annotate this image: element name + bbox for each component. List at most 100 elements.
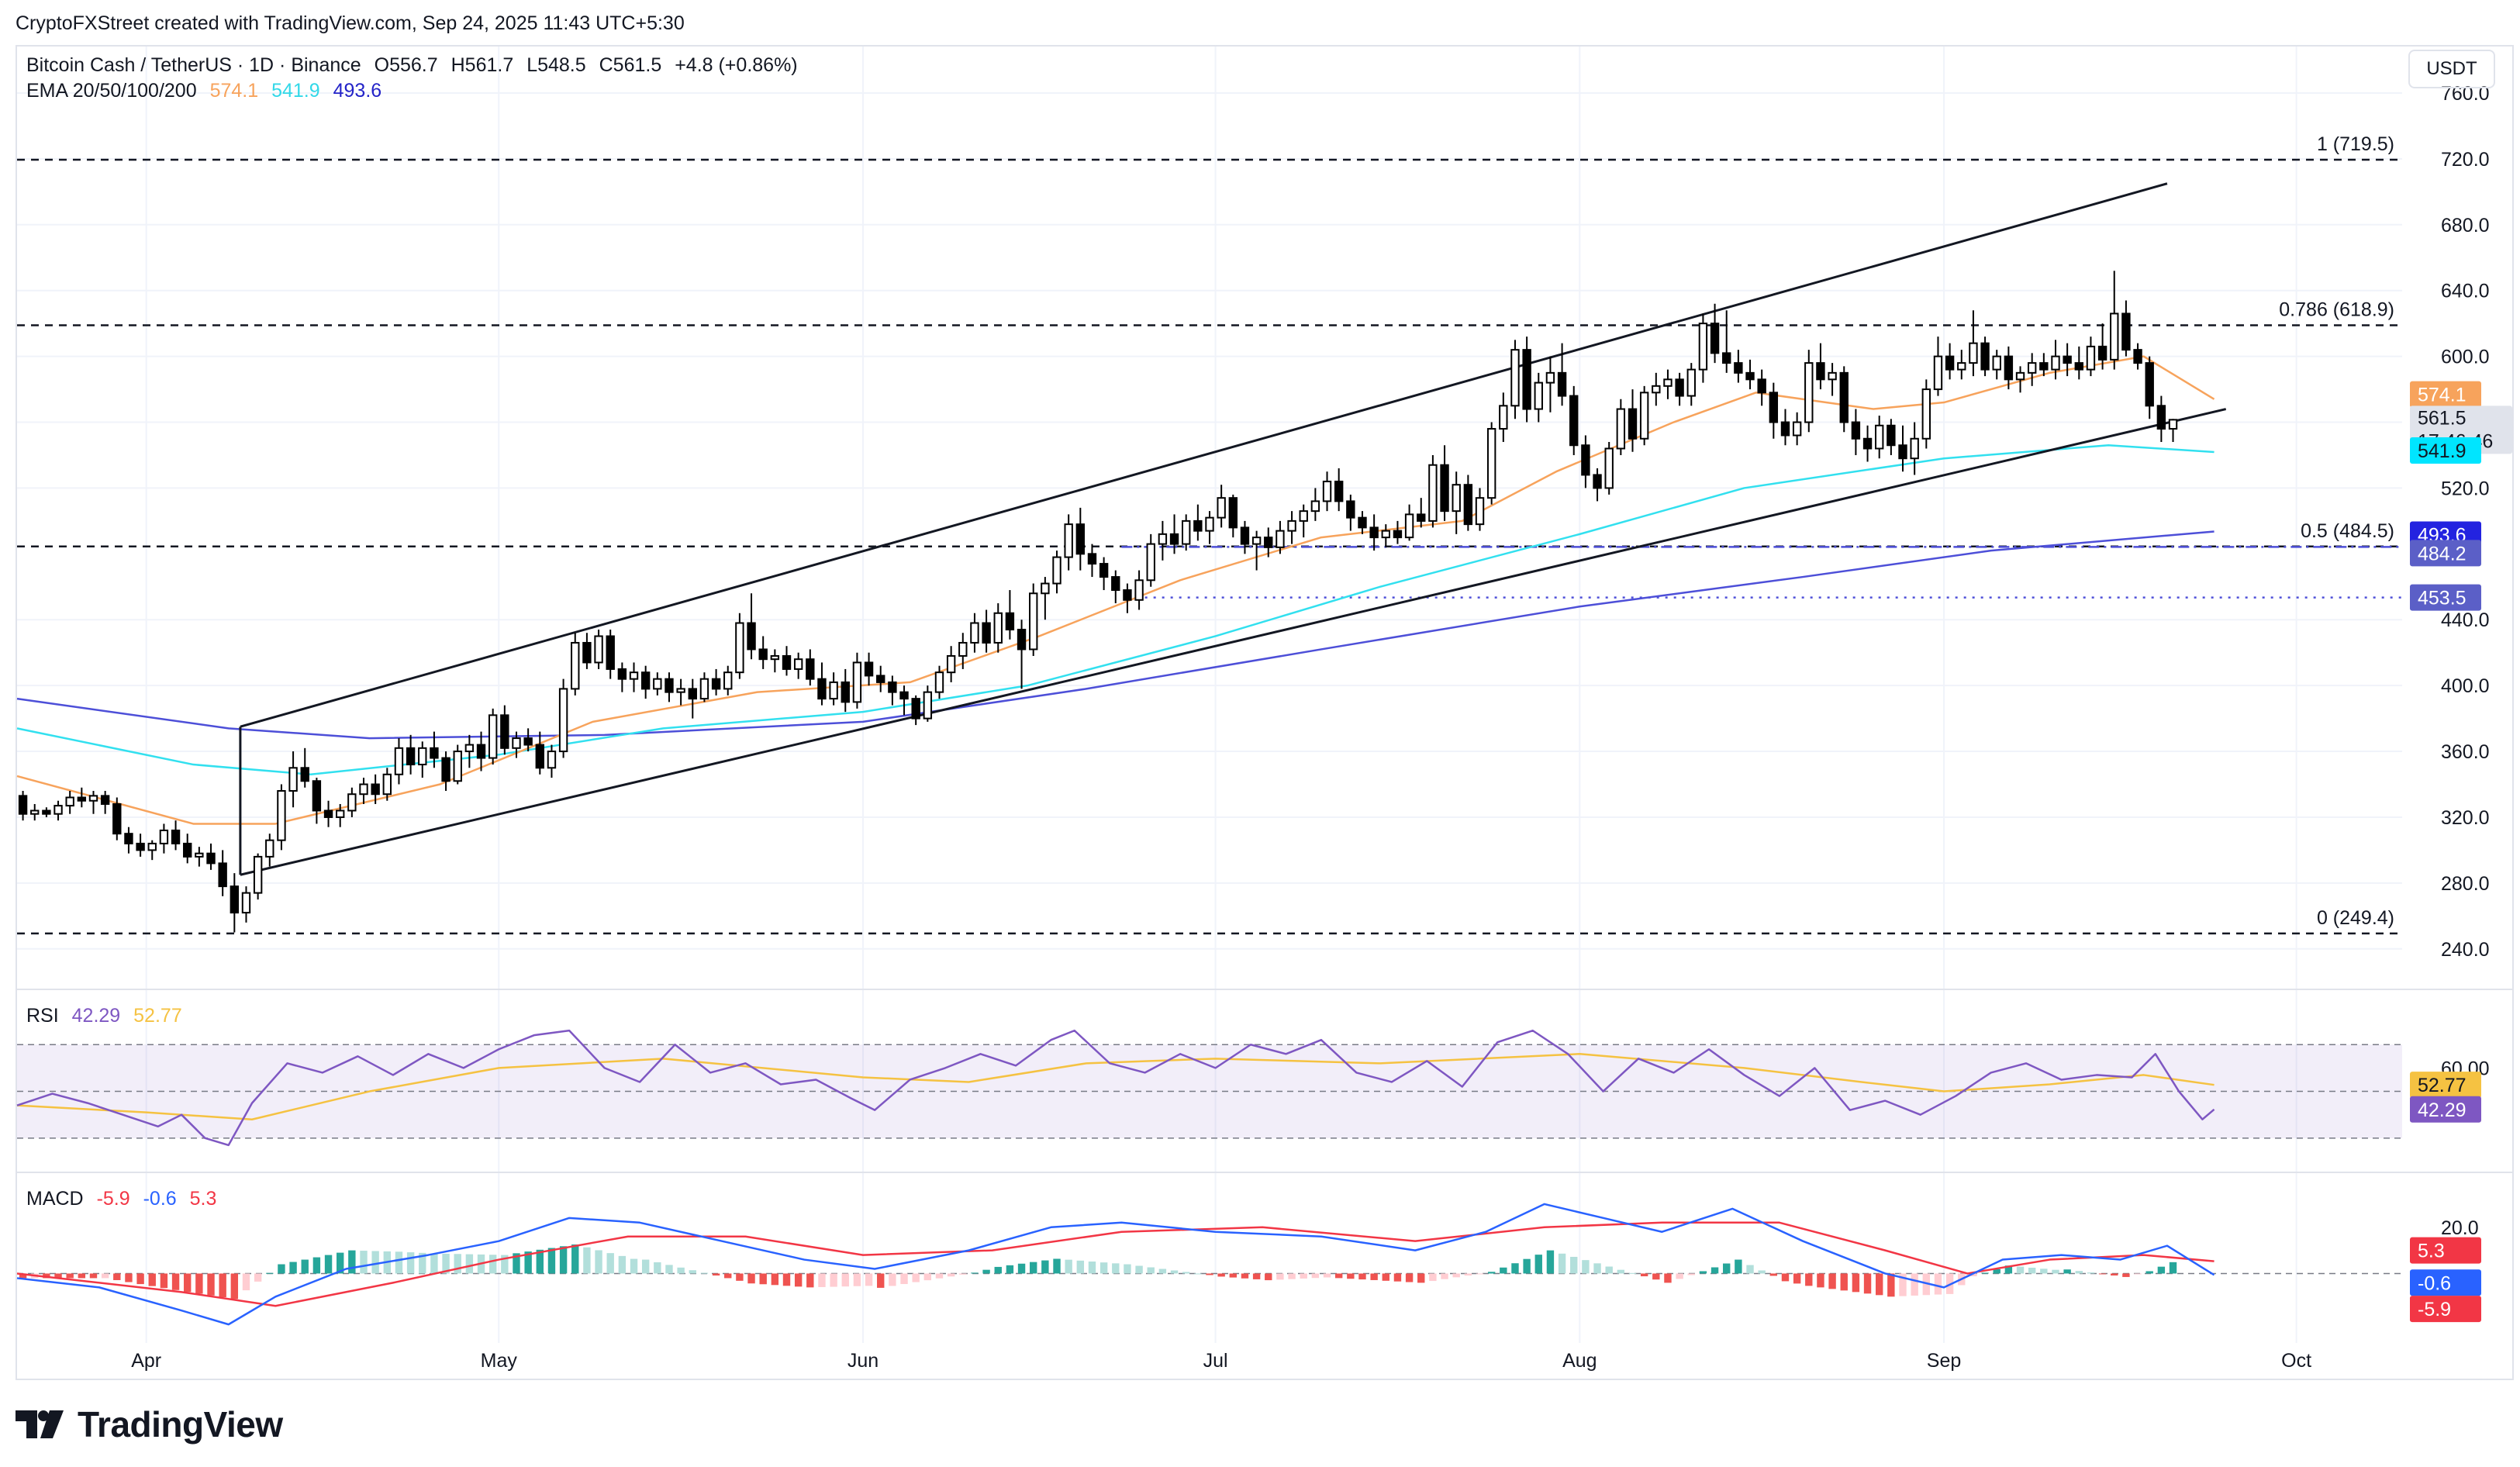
symbol-legend: Bitcoin Cash / TetherUS · 1D · Binance O…: [26, 54, 806, 77]
candle-up: [1029, 592, 1038, 651]
macd-histogram-bar: [1852, 1273, 1860, 1293]
candle-down: [1734, 362, 1743, 374]
ema100-value: 493.6: [333, 80, 382, 102]
candle-up: [1652, 385, 1661, 394]
candle-up: [277, 790, 286, 841]
candle-down: [864, 661, 874, 677]
macd-histogram-bar: [1628, 1272, 1637, 1274]
price-label-ema20-bg: [2410, 381, 2481, 408]
macd-histogram-bar: [1147, 1267, 1155, 1274]
candle-down: [2097, 345, 2107, 361]
candle-down: [1839, 371, 1849, 423]
candle-up: [1205, 516, 1214, 532]
candle-up: [1475, 497, 1485, 526]
macd-line: [16, 1203, 2215, 1326]
candle-down: [1005, 612, 1015, 630]
candle-down: [1851, 421, 1861, 440]
candle-up: [88, 795, 98, 802]
macd-histogram-bar: [923, 1273, 932, 1281]
candle-down: [2145, 362, 2154, 407]
candle-down: [1463, 484, 1473, 526]
macd-histogram-bar: [43, 1273, 50, 1279]
candle-up: [1804, 362, 1814, 423]
price-tick-label: 680.0: [2441, 215, 2490, 236]
candle-up: [359, 783, 368, 796]
candle-up: [1686, 368, 1696, 397]
macd-histogram-bar: [606, 1253, 614, 1274]
macd-histogram-bar: [654, 1262, 661, 1274]
candle-up: [1639, 392, 1649, 440]
candle-up: [1534, 381, 1543, 410]
candle-down: [77, 796, 87, 802]
candle-down: [476, 744, 486, 759]
macd-histogram-bar: [1334, 1273, 1343, 1279]
macd-histogram-bar: [841, 1273, 849, 1287]
fibonacci-layer: 1 (719.5) 0.786 (618.9) 0.5 (484.5) 0 (249.…: [17, 133, 2402, 935]
candle-down: [2156, 405, 2166, 430]
macd-histogram-bar: [2122, 1273, 2130, 1277]
macd-histogram-bar: [1300, 1273, 1307, 1279]
macd-histogram-bar: [1676, 1273, 1683, 1279]
candle-down: [206, 852, 216, 865]
candle-up: [970, 622, 979, 644]
macd-histogram-bar: [360, 1251, 368, 1274]
currency-selector[interactable]: USDT: [2408, 50, 2495, 88]
macd-histogram-bar: [324, 1255, 333, 1274]
rsi-line: [16, 1029, 2215, 1147]
tradingview-logo: TradingView: [16, 1403, 283, 1445]
candle-down: [1264, 537, 1273, 548]
macd-histogram-bar: [1017, 1263, 1026, 1274]
macd-histogram-bar: [571, 1244, 579, 1274]
price-change: +4.8 (+0.86%): [675, 54, 798, 76]
price-label-ema20: 574.1: [2418, 385, 2466, 406]
candle-down: [782, 654, 792, 670]
candle-down: [1945, 355, 1955, 371]
candle-down: [606, 635, 615, 670]
macd-histogram-bar: [1523, 1258, 1531, 1274]
macd-histogram-bar: [1124, 1264, 1131, 1274]
price-label-ema50: 541.9: [2418, 440, 2466, 462]
macd-histogram-bar: [289, 1262, 297, 1274]
macd-histogram-bar: [171, 1273, 180, 1290]
candle-up: [1251, 537, 1262, 545]
price-tick-label: 320.0: [2441, 807, 2490, 829]
candle-down: [1769, 392, 1779, 423]
macd-label: MACD: [26, 1188, 84, 1210]
candle-down: [312, 780, 322, 812]
macd-histogram-bar: [1699, 1271, 1707, 1274]
macd-histogram-bar: [1617, 1269, 1625, 1274]
macd-histogram-bar: [430, 1253, 438, 1274]
macd-histogram-bar: [641, 1259, 650, 1274]
candle-up: [993, 612, 1003, 644]
candle-up: [629, 671, 639, 680]
macd-histogram-bar: [78, 1273, 86, 1279]
macd-histogram-bar: [689, 1270, 696, 1274]
price-label-level-453: 453.5: [2418, 588, 2466, 609]
macd-histogram-bar: [348, 1250, 356, 1274]
macd-histogram-bar: [1934, 1273, 1942, 1295]
price-tick-label: 400.0: [2441, 675, 2490, 697]
candle-down: [112, 803, 122, 835]
candle-down: [535, 744, 544, 769]
macd-histogram-bar: [1441, 1273, 1448, 1279]
candle-up: [1217, 497, 1226, 519]
candle-up: [723, 671, 733, 690]
rsi-value: 42.29: [71, 1005, 121, 1027]
macd-histogram-bar: [2145, 1271, 2153, 1274]
macd-histogram-bar: [2052, 1269, 2059, 1274]
fib-level-label: 0 (249.4): [2317, 907, 2394, 929]
ema-layer: [16, 355, 2215, 825]
candle-up: [1545, 371, 1555, 384]
ema20-line: [16, 355, 2215, 825]
ema100-line: [16, 530, 2214, 740]
macd-histogram-bar: [19, 1273, 27, 1279]
candle-up: [65, 796, 74, 807]
macd-histogram-bar: [1006, 1265, 1014, 1274]
macd-histogram-bar: [1358, 1273, 1366, 1280]
macd-histogram-bar: [195, 1273, 203, 1294]
candle-up: [147, 842, 157, 851]
macd-histogram-bar: [207, 1273, 215, 1296]
ema50-line: [16, 444, 2214, 776]
candle-down: [183, 842, 192, 858]
